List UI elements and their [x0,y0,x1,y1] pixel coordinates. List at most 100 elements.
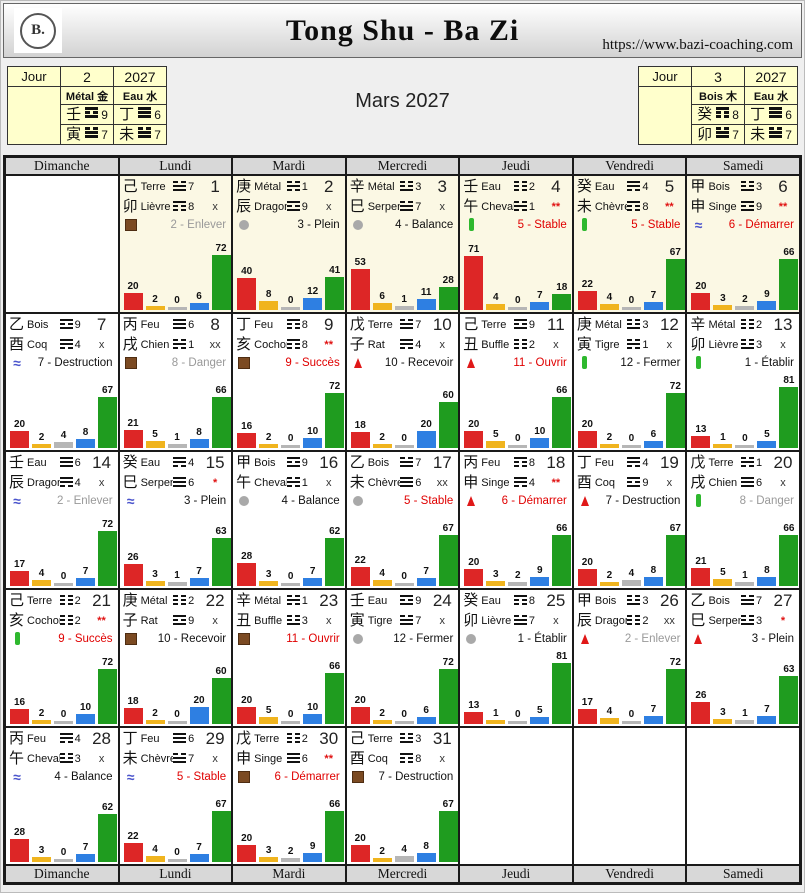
day-mark: x [325,200,332,213]
bar-group: 7 [530,290,550,310]
bar-group: 4 [394,844,414,862]
bar-value: 7 [196,566,202,577]
officer-label: 7 - Destruction [378,770,454,783]
bar-group: 0 [281,433,301,448]
day-cell-14[interactable]: 壬 Eau 6 14 辰 Dragon 4 x ≈2 - Enlever 17 4 0 7 72 [5,451,119,589]
day-cell-8[interactable]: 丙 Feu 6 8 戌 Chien 1 xx 8 - Danger 21 5 1 8 66 [118,313,233,451]
day-number: 22 [205,590,225,610]
stem-star-number: 7 [415,456,422,469]
day-cell-23[interactable]: 辛 Métal 1 23 丑 Buffle 3 x 11 - Ouvrir 20 5 0 10 66 [232,589,346,727]
branch-star-number: 4 [74,476,81,489]
day-cell-1[interactable]: 己 Terre 7 1 卯 Lièvre 8 x 2 - Enlever 20 2 0 6 72 [118,175,233,313]
bar [508,445,528,448]
day-branch-row: 丑 Buffle 3 x [233,610,345,630]
bar-value: 20 [13,419,26,430]
day-cell-4[interactable]: 壬 Eau 2 4 午 Cheval 1 ** 5 - Stable 71 4 0 7 18 [459,175,573,313]
day-mark: ** [551,200,561,213]
bar-value: 60 [215,666,227,677]
bar-group: 20 [350,833,370,862]
day-cell-25[interactable]: 癸 Eau 8 25 卯 Lièvre 7 x 1 - Établir 13 1 0 5 81 [459,589,573,727]
bar-value: 1 [174,432,180,443]
pillar-branch-cell: 未 7 [113,124,167,145]
empty-day-cell [686,727,800,865]
bar [350,269,370,310]
eau-icon: ≈ [694,216,703,233]
trigram-icon [138,127,152,139]
bar [438,669,458,724]
bar-group: 0 [508,709,528,724]
day-cell-13[interactable]: 辛 Métal 2 13 卯 Lièvre 3 x 1 - Établir 13 1 0 5 81 [686,313,800,451]
day-cell-7[interactable]: 乙 Bois 9 7 酉 Coq 4 x ≈7 - Destruction 20 2 4 8 67 [5,313,119,451]
day-cell-26[interactable]: 甲 Bois 3 26 辰 Dragon 2 xx 2 - Enlever 17 4 0 7 72 [572,589,687,727]
day-stem-row: 乙 Bois 7 27 [687,590,799,610]
bar [325,673,345,724]
day-cell-19[interactable]: 丁 Feu 4 19 酉 Coq 9 x 7 - Destruction 20 2 4 8 67 [572,451,687,589]
bar [486,304,506,310]
eau-icon: ≈ [13,354,21,371]
day-cell-6[interactable]: 甲 Bois 3 6 申 Singe 9 ** ≈6 - Démarrer 20 3 2 9 66 [686,175,800,313]
day-cell-28[interactable]: 丙 Feu 4 28 午 Cheval 3 x ≈4 - Balance 28 3 0 7 62 [5,727,119,865]
day-officer-row: ≈6 - Démarrer [687,216,799,233]
day-number: 27 [773,590,793,610]
pillar-branch-character: 卯 [697,126,713,143]
day-cell-12[interactable]: 庚 Métal 3 12 寅 Tigre 1 x 12 - Fermer 20 2 0 6 72 [572,313,687,451]
bar-value: 0 [515,433,521,444]
site-url[interactable]: https://www.bazi-coaching.com [602,37,793,53]
day-cell-22[interactable]: 庚 Métal 2 22 子 Rat 9 x 10 - Recevoir 18 2 0 20 60 [118,589,233,727]
officer-label: 3 - Plein [297,218,340,231]
day-cell-17[interactable]: 乙 Bois 7 17 未 Chèvre 6 xx 5 - Stable 22 4 0 7 67 [345,451,460,589]
day-cell-30[interactable]: 戊 Terre 2 30 申 Singe 6 ** 6 - Démarrer 20 3 2 9 66 [232,727,346,865]
branch-animal-label: Dragon [594,614,628,627]
energy-bar-chart: 16 2 0 10 72 [237,381,345,448]
day-branch-row: 子 Rat 9 x [120,610,232,630]
pillar-element-header: Métal 金 [60,86,114,105]
stem-character: 庚 [236,178,252,195]
stem-star-number: 4 [188,456,195,469]
bar-group: 0 [167,295,187,310]
bar-group: 0 [508,295,528,310]
bar-value: 0 [60,571,67,582]
day-number: 8 [210,314,220,334]
day-cell-11[interactable]: 己 Terre 9 11 丑 Buffle 2 x 11 - Ouvrir 20 5 0 10 66 [459,313,573,451]
bar-group: 2 [508,570,528,586]
day-cell-10[interactable]: 戊 Terre 7 10 子 Rat 4 x 10 - Recevoir 18 2 0 20 60 [345,313,460,451]
day-cell-29[interactable]: 丁 Feu 6 29 未 Chèvre 7 x ≈5 - Stable 22 4 0 7 67 [118,727,233,865]
bar [372,580,392,586]
bar-value: 8 [82,427,89,438]
terre-icon [124,356,138,370]
day-mark: * [213,476,218,489]
bar-group: 0 [735,433,755,448]
bar-group: 10 [303,702,323,724]
day-cell-18[interactable]: 丙 Feu 8 18 申 Singe 4 ** 6 - Démarrer 20 3 2 9 66 [459,451,573,589]
bar-group: 18 [123,696,143,724]
branch-character: 寅 [576,336,592,353]
day-officer-row: 5 - Stable [574,216,686,233]
energy-bar-chart: 21 5 1 8 66 [691,523,799,586]
day-cell-2[interactable]: 庚 Métal 1 2 辰 Dragon 9 x 3 - Plein 40 8 0 12 41 [232,175,346,313]
bar [32,580,51,586]
weekday-footer-lundi: Lundi [118,865,233,883]
day-cell-31[interactable]: 己 Terre 3 31 酉 Coq 8 x 7 - Destruction 20 2 4 8 67 [345,727,460,865]
bar-value: 0 [60,847,67,858]
pillar-stem-cell: 丁 6 [113,104,167,125]
pillar-element-header: Bois 木 [691,86,745,105]
day-cell-20[interactable]: 戊 Terre 1 20 戌 Chien 6 x 8 - Danger 21 5 1 8 66 [686,451,800,589]
bar-group: 81 [779,375,799,448]
branch-character: 卯 [122,198,138,215]
day-cell-24[interactable]: 壬 Eau 9 24 寅 Tigre 7 x 12 - Fermer 20 2 0 6 72 [345,589,460,727]
bar-value: 8 [650,565,657,576]
bar-group: 66 [779,523,799,586]
trigram-icon [85,127,99,139]
day-cell-16[interactable]: 甲 Bois 9 16 午 Cheval 1 x 4 - Balance 28 3 0 7 62 [232,451,346,589]
day-cell-5[interactable]: 癸 Eau 4 5 未 Chèvre 8 ** 5 - Stable 22 4 0 7 67 [572,175,687,313]
energy-bar-chart: 18 2 0 20 60 [123,666,231,724]
bar-group: 20 [416,419,436,448]
bar-group: 72 [665,657,685,724]
branch-animal-label: Singe [708,200,737,213]
bar [508,307,528,310]
